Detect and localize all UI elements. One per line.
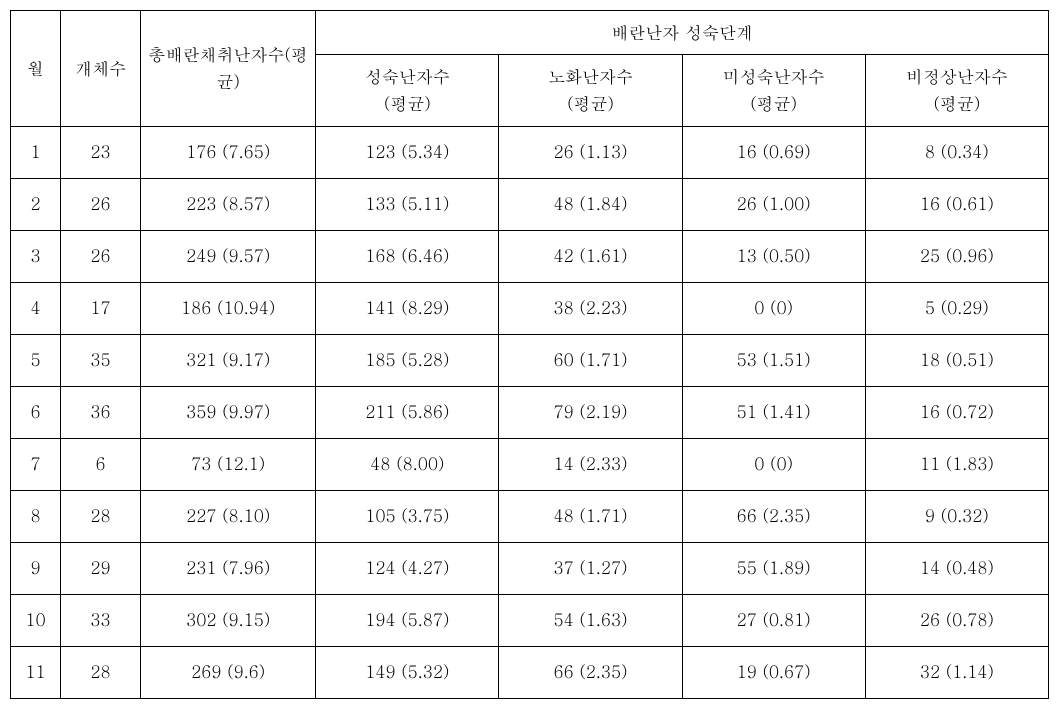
cell-total: 227 (8.10) bbox=[141, 490, 316, 542]
header-total: 총배란채취난자수(평균) bbox=[141, 11, 316, 127]
table-row: 929231 (7.96)124 (4.27)37 (1.27)55 (1.89… bbox=[11, 542, 1049, 594]
cell-abnormal: 8 (0.34) bbox=[865, 126, 1048, 178]
cell-month: 6 bbox=[11, 386, 61, 438]
table-row: 1033302 (9.15)194 (5.87)54 (1.63)27 (0.8… bbox=[11, 594, 1049, 646]
cell-immature: 27 (0.81) bbox=[682, 594, 865, 646]
cell-mature: 211 (5.86) bbox=[316, 386, 499, 438]
cell-count: 26 bbox=[61, 178, 141, 230]
cell-count: 29 bbox=[61, 542, 141, 594]
cell-month: 1 bbox=[11, 126, 61, 178]
cell-immature: 0 (0) bbox=[682, 282, 865, 334]
cell-immature: 16 (0.69) bbox=[682, 126, 865, 178]
cell-aged: 48 (1.84) bbox=[499, 178, 682, 230]
cell-mature: 123 (5.34) bbox=[316, 126, 499, 178]
cell-mature: 185 (5.28) bbox=[316, 334, 499, 386]
cell-abnormal: 16 (0.72) bbox=[865, 386, 1048, 438]
cell-mature: 141 (8.29) bbox=[316, 282, 499, 334]
cell-aged: 38 (2.23) bbox=[499, 282, 682, 334]
cell-month: 2 bbox=[11, 178, 61, 230]
cell-mature: 105 (3.75) bbox=[316, 490, 499, 542]
cell-aged: 54 (1.63) bbox=[499, 594, 682, 646]
cell-immature: 66 (2.35) bbox=[682, 490, 865, 542]
cell-abnormal: 26 (0.78) bbox=[865, 594, 1048, 646]
table-header: 월 개체수 총배란채취난자수(평균) 배란난자 성숙단계 성숙난자수(평균) 노… bbox=[11, 11, 1049, 127]
cell-total: 321 (9.17) bbox=[141, 334, 316, 386]
cell-month: 9 bbox=[11, 542, 61, 594]
table-body: 123176 (7.65)123 (5.34)26 (1.13)16 (0.69… bbox=[11, 126, 1049, 698]
table-row: 417186 (10.94)141 (8.29)38 (2.23)0 (0)5 … bbox=[11, 282, 1049, 334]
cell-count: 35 bbox=[61, 334, 141, 386]
cell-month: 7 bbox=[11, 438, 61, 490]
cell-aged: 26 (1.13) bbox=[499, 126, 682, 178]
cell-abnormal: 32 (1.14) bbox=[865, 646, 1048, 698]
cell-count: 28 bbox=[61, 490, 141, 542]
header-stage-group: 배란난자 성숙단계 bbox=[316, 11, 1049, 55]
cell-count: 23 bbox=[61, 126, 141, 178]
cell-aged: 37 (1.27) bbox=[499, 542, 682, 594]
cell-total: 269 (9.6) bbox=[141, 646, 316, 698]
cell-mature: 133 (5.11) bbox=[316, 178, 499, 230]
cell-count: 33 bbox=[61, 594, 141, 646]
header-abnormal: 비정상난자수(평균) bbox=[865, 55, 1048, 126]
cell-month: 10 bbox=[11, 594, 61, 646]
ovulation-data-table: 월 개체수 총배란채취난자수(평균) 배란난자 성숙단계 성숙난자수(평균) 노… bbox=[10, 10, 1049, 699]
cell-abnormal: 11 (1.83) bbox=[865, 438, 1048, 490]
table-row: 226223 (8.57)133 (5.11)48 (1.84)26 (1.00… bbox=[11, 178, 1049, 230]
table-row: 326249 (9.57)168 (6.46)42 (1.61)13 (0.50… bbox=[11, 230, 1049, 282]
cell-month: 4 bbox=[11, 282, 61, 334]
cell-month: 11 bbox=[11, 646, 61, 698]
cell-mature: 124 (4.27) bbox=[316, 542, 499, 594]
cell-aged: 66 (2.35) bbox=[499, 646, 682, 698]
cell-month: 5 bbox=[11, 334, 61, 386]
cell-count: 26 bbox=[61, 230, 141, 282]
cell-count: 6 bbox=[61, 438, 141, 490]
cell-abnormal: 18 (0.51) bbox=[865, 334, 1048, 386]
cell-month: 3 bbox=[11, 230, 61, 282]
cell-aged: 79 (2.19) bbox=[499, 386, 682, 438]
cell-immature: 51 (1.41) bbox=[682, 386, 865, 438]
cell-mature: 48 (8.00) bbox=[316, 438, 499, 490]
table-row: 828227 (8.10)105 (3.75)48 (1.71)66 (2.35… bbox=[11, 490, 1049, 542]
cell-total: 302 (9.15) bbox=[141, 594, 316, 646]
cell-total: 359 (9.97) bbox=[141, 386, 316, 438]
cell-total: 186 (10.94) bbox=[141, 282, 316, 334]
header-aged: 노화난자수(평균) bbox=[499, 55, 682, 126]
header-mature: 성숙난자수(평균) bbox=[316, 55, 499, 126]
cell-count: 36 bbox=[61, 386, 141, 438]
header-count: 개체수 bbox=[61, 11, 141, 127]
cell-aged: 42 (1.61) bbox=[499, 230, 682, 282]
header-immature: 미성숙난자수(평균) bbox=[682, 55, 865, 126]
table-row: 1128269 (9.6)149 (5.32)66 (2.35)19 (0.67… bbox=[11, 646, 1049, 698]
cell-immature: 13 (0.50) bbox=[682, 230, 865, 282]
table-row: 535321 (9.17)185 (5.28)60 (1.71)53 (1.51… bbox=[11, 334, 1049, 386]
cell-immature: 0 (0) bbox=[682, 438, 865, 490]
cell-abnormal: 5 (0.29) bbox=[865, 282, 1048, 334]
cell-immature: 53 (1.51) bbox=[682, 334, 865, 386]
cell-aged: 60 (1.71) bbox=[499, 334, 682, 386]
cell-abnormal: 9 (0.32) bbox=[865, 490, 1048, 542]
cell-abnormal: 14 (0.48) bbox=[865, 542, 1048, 594]
cell-total: 231 (7.96) bbox=[141, 542, 316, 594]
table-row: 7673 (12.1)48 (8.00)14 (2.33)0 (0)11 (1.… bbox=[11, 438, 1049, 490]
cell-mature: 194 (5.87) bbox=[316, 594, 499, 646]
cell-mature: 168 (6.46) bbox=[316, 230, 499, 282]
cell-aged: 14 (2.33) bbox=[499, 438, 682, 490]
cell-aged: 48 (1.71) bbox=[499, 490, 682, 542]
cell-total: 223 (8.57) bbox=[141, 178, 316, 230]
cell-month: 8 bbox=[11, 490, 61, 542]
table-row: 123176 (7.65)123 (5.34)26 (1.13)16 (0.69… bbox=[11, 126, 1049, 178]
cell-total: 73 (12.1) bbox=[141, 438, 316, 490]
cell-total: 176 (7.65) bbox=[141, 126, 316, 178]
cell-count: 28 bbox=[61, 646, 141, 698]
cell-immature: 55 (1.89) bbox=[682, 542, 865, 594]
header-month: 월 bbox=[11, 11, 61, 127]
cell-immature: 19 (0.67) bbox=[682, 646, 865, 698]
cell-abnormal: 25 (0.96) bbox=[865, 230, 1048, 282]
cell-immature: 26 (1.00) bbox=[682, 178, 865, 230]
cell-abnormal: 16 (0.61) bbox=[865, 178, 1048, 230]
table-row: 636359 (9.97)211 (5.86)79 (2.19)51 (1.41… bbox=[11, 386, 1049, 438]
cell-total: 249 (9.57) bbox=[141, 230, 316, 282]
cell-count: 17 bbox=[61, 282, 141, 334]
cell-mature: 149 (5.32) bbox=[316, 646, 499, 698]
